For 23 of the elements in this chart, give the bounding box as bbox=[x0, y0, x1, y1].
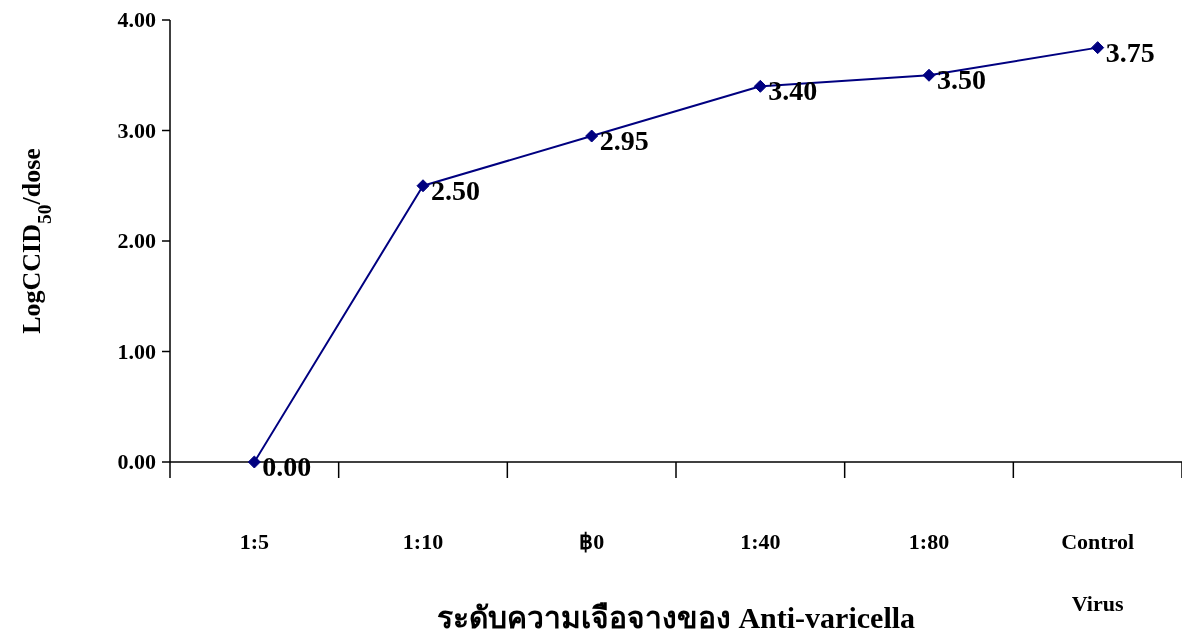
y-tick-label: 1.00 bbox=[117, 338, 156, 364]
x-tick-label: ฿0 bbox=[579, 529, 605, 554]
y-tick-label: 0.00 bbox=[117, 449, 156, 474]
x-tick-label: 1:5 bbox=[239, 529, 269, 554]
data-label: 3.75 bbox=[1105, 36, 1155, 68]
point bbox=[585, 129, 599, 143]
x-tick-label: 1:80 bbox=[908, 529, 950, 554]
data-label: 3.50 bbox=[937, 64, 986, 96]
x-tick-label: 1:40 bbox=[740, 529, 781, 554]
y-tick-label: 4.00 bbox=[117, 7, 156, 32]
category-label: Control Virus bbox=[1061, 529, 1135, 616]
point bbox=[922, 68, 936, 82]
x-tick-label: 1:10 bbox=[402, 529, 444, 554]
point bbox=[416, 179, 430, 193]
data-label: 2.50 bbox=[431, 174, 480, 206]
x-axis-title: ระดับความเจือจางของ Anti-varicella bbox=[436, 601, 916, 634]
point bbox=[1091, 41, 1105, 55]
y-tick-label: 2.00 bbox=[117, 228, 156, 253]
y-tick-label: 3.00 bbox=[117, 117, 156, 143]
point bbox=[247, 455, 261, 469]
data-label: 3.40 bbox=[768, 75, 818, 107]
data-label: 2.95 bbox=[599, 125, 649, 157]
point bbox=[753, 79, 767, 93]
